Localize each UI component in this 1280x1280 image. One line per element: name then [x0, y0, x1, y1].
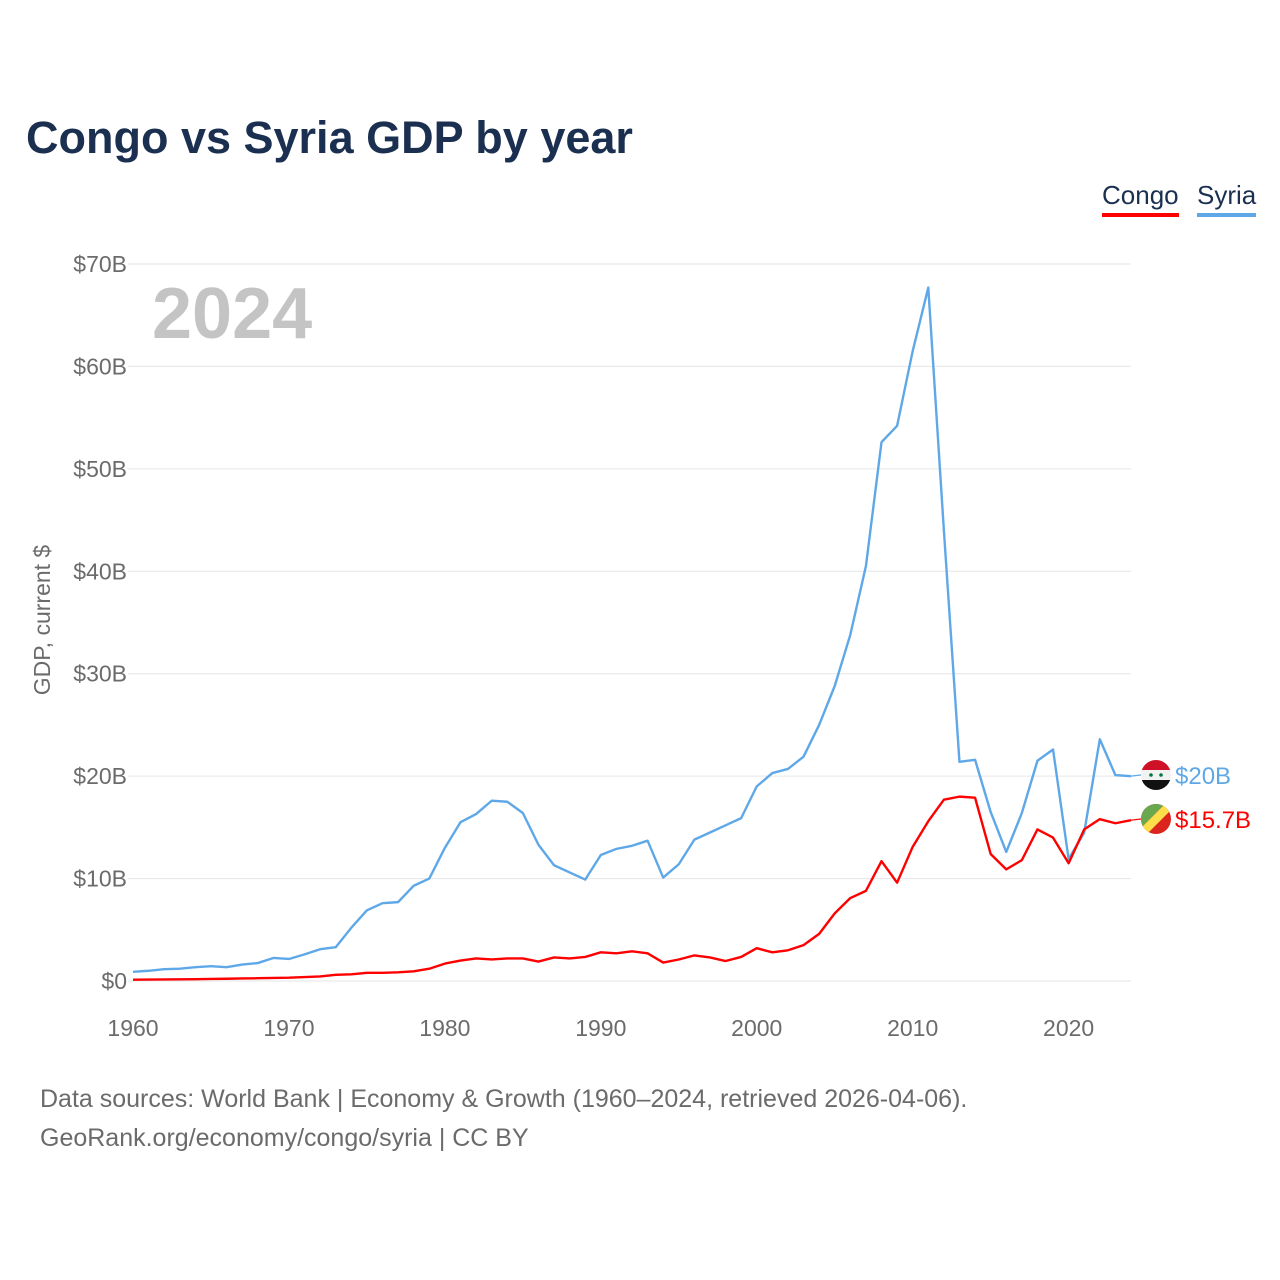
end-connector [1130, 818, 1142, 821]
end-value-label-congo: $15.7B [1175, 807, 1251, 834]
x-tick-label: 2010 [887, 1015, 938, 1041]
page-title: Congo vs Syria GDP by year [26, 112, 633, 163]
y-tick-label: $70B [73, 251, 127, 277]
x-tick-label: 2020 [1043, 1015, 1094, 1041]
end-value-label-syria: $20B [1175, 763, 1231, 790]
x-tick-label: 1970 [263, 1015, 314, 1041]
x-tick-label: 2000 [731, 1015, 782, 1041]
series-line-congo [132, 795, 1132, 981]
end-connector [1130, 774, 1142, 777]
footer-link[interactable]: GeoRank.org/economy/congo/syria | CC BY [40, 1124, 529, 1152]
year-label: 2024 [152, 274, 312, 354]
y-tick-label: $10B [73, 866, 127, 892]
legend-item-syria[interactable]: Syria [1197, 180, 1257, 217]
y-tick-label: $30B [73, 661, 127, 687]
series-line-syria [132, 286, 1132, 973]
y-axis-label: GDP, current $ [29, 545, 55, 696]
y-tick-label: $40B [73, 558, 127, 584]
legend-item-congo[interactable]: Congo [1102, 180, 1179, 217]
y-tick-label: $60B [73, 353, 127, 379]
congo-flag-icon [1141, 804, 1171, 834]
x-tick-label: 1960 [107, 1015, 158, 1041]
footer-sources: Data sources: World Bank | Economy & Gro… [40, 1085, 968, 1113]
x-tick-label: 1990 [575, 1015, 626, 1041]
y-tick-label: $50B [73, 456, 127, 482]
y-tick-label: $20B [73, 763, 127, 789]
syria-flag-icon [1141, 760, 1171, 790]
x-tick-label: 1980 [419, 1015, 470, 1041]
y-tick-label: $0 [101, 968, 127, 994]
